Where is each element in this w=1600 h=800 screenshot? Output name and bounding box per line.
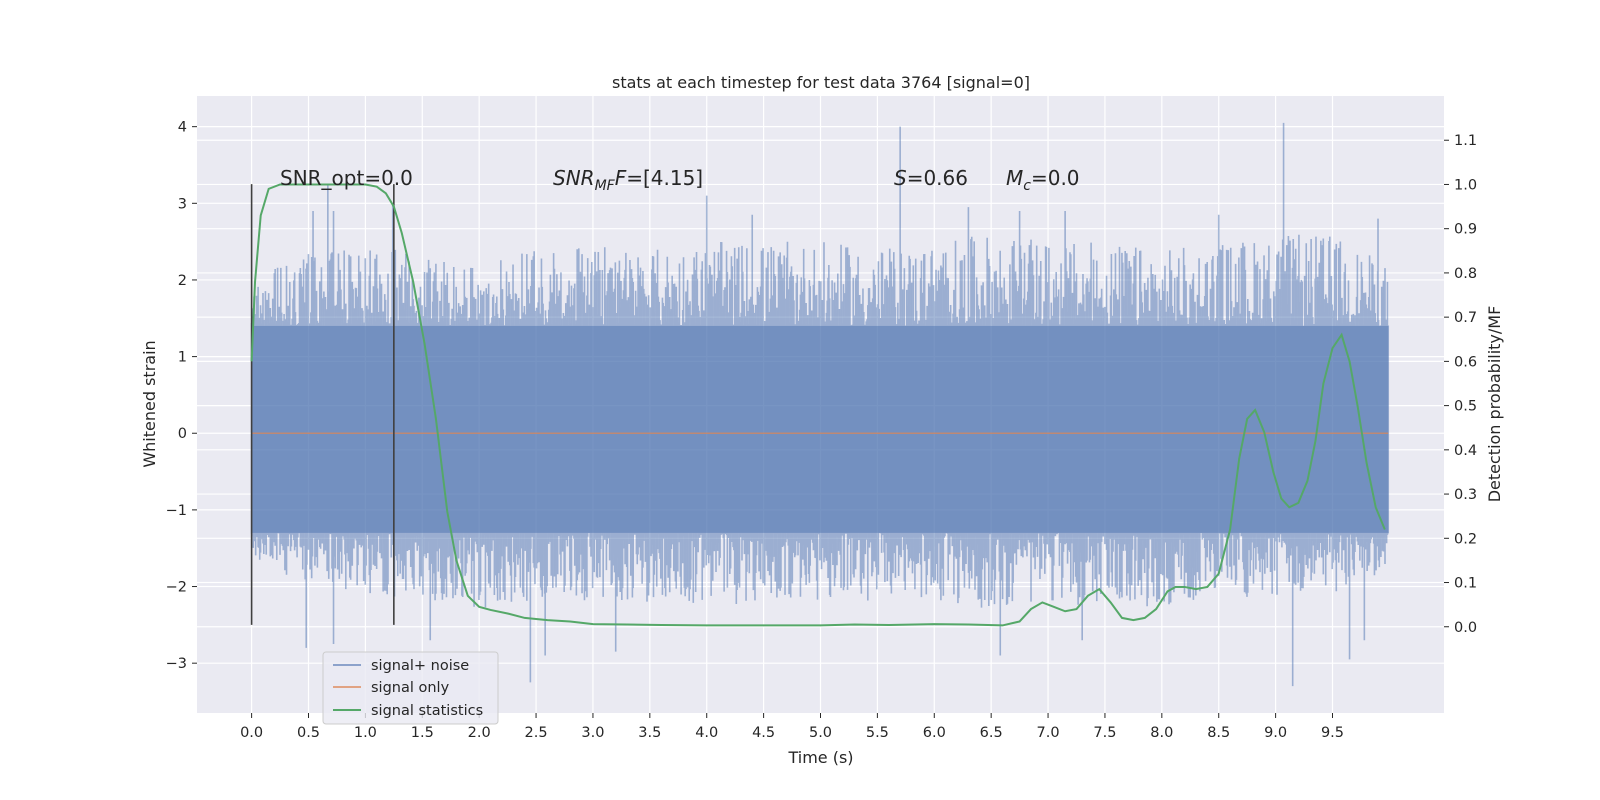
y-right-axis-ticks: 0.0 0.1 0.2 0.3 0.4 0.5 0.6 0.7 0.8 0.9 1.0 1.1 bbox=[1444, 133, 1477, 636]
y-right-tick-label-7: 0.7 bbox=[1454, 310, 1477, 326]
y-right-tick-label-0: 0.0 bbox=[1454, 620, 1477, 636]
y-left-tick-label-0: −3 bbox=[166, 656, 187, 672]
x-axis-ticks: 0.0 0.5 1.0 1.5 2.0 2.5 3.0 3.5 4.0 4.5 5.0 5.5 6.0 6… bbox=[240, 713, 1344, 741]
annotation-mc-value: =0.0 bbox=[1031, 166, 1080, 190]
y-left-tick-label-2: −1 bbox=[166, 503, 187, 519]
x-tick-label-10: 5.0 bbox=[809, 725, 832, 741]
y-right-axis-label: Detection probability/MF bbox=[1485, 306, 1504, 503]
y-right-tick-label-6: 0.6 bbox=[1454, 354, 1477, 370]
annotation-snr-opt-prefix: SNR_opt bbox=[280, 166, 364, 190]
y-right-tick-label-10: 1.0 bbox=[1454, 177, 1477, 193]
signal-statistics-line bbox=[250, 183, 1386, 627]
y-right-tick-label-4: 0.4 bbox=[1454, 443, 1477, 459]
annotation-snr-mf-value: =[4.15] bbox=[626, 166, 703, 190]
x-tick-label-0: 0.0 bbox=[240, 725, 263, 741]
x-tick-label-15: 7.5 bbox=[1093, 725, 1116, 741]
legend-box bbox=[322, 651, 499, 725]
y-left-tick-label-5: 2 bbox=[178, 273, 187, 289]
y-right-tick-label-8: 0.8 bbox=[1454, 266, 1477, 282]
y-right-tick-label-3: 0.3 bbox=[1454, 487, 1477, 503]
y-left-tick-label-6: 3 bbox=[178, 196, 187, 212]
x-tick-label-4: 2.0 bbox=[468, 725, 491, 741]
x-tick-label-1: 0.5 bbox=[297, 725, 320, 741]
x-tick-label-2: 1.0 bbox=[354, 725, 377, 741]
svg-text:SNRMFF=[4.15]: SNRMFF=[4.15] bbox=[553, 166, 703, 194]
x-tick-label-3: 1.5 bbox=[411, 725, 434, 741]
signal-statistics-series bbox=[250, 183, 1386, 627]
y-left-tick-label-1: −2 bbox=[166, 580, 187, 596]
svg-text:Mc=0.0: Mc=0.0 bbox=[1006, 166, 1080, 194]
annotation-s-value: =0.66 bbox=[907, 166, 968, 190]
x-tick-label-12: 6.0 bbox=[923, 725, 946, 741]
y-right-tick-label-2: 0.2 bbox=[1454, 531, 1477, 547]
x-tick-label-11: 5.5 bbox=[866, 725, 889, 741]
legend-label-noise: signal+ noise bbox=[371, 658, 469, 674]
x-tick-label-7: 3.5 bbox=[638, 725, 661, 741]
chart-title: stats at each timestep for test data 376… bbox=[612, 73, 1030, 92]
noise-series bbox=[250, 122, 1390, 687]
annotation-snr-opt: SNR_opt=0.0 bbox=[280, 166, 413, 190]
annotation-snr-mf-f: F bbox=[615, 166, 627, 190]
x-tick-label-8: 4.0 bbox=[695, 725, 718, 741]
y-left-axis-label: Whitened strain bbox=[140, 340, 159, 467]
svg-text:S=0.66: S=0.66 bbox=[894, 166, 968, 190]
y-left-tick-label-4: 1 bbox=[178, 350, 187, 366]
annotation-mc: Mc=0.0 bbox=[1006, 166, 1080, 194]
annotation-snr-mf: SNRMFF=[4.15] bbox=[553, 166, 703, 194]
x-tick-label-18: 9.0 bbox=[1264, 725, 1287, 741]
annotation-s: S=0.66 bbox=[894, 166, 968, 190]
y-right-tick-label-5: 0.5 bbox=[1454, 399, 1477, 415]
svg-text:SNR_opt=0.0: SNR_opt=0.0 bbox=[280, 166, 413, 190]
vertical-markers bbox=[250, 184, 395, 625]
x-tick-label-13: 6.5 bbox=[980, 725, 1003, 741]
x-axis-label: Time (s) bbox=[787, 748, 853, 767]
y-right-tick-label-9: 0.9 bbox=[1454, 222, 1477, 238]
legend: signal+ noise signal only signal statist… bbox=[322, 651, 499, 725]
annotation-s-prefix: S bbox=[894, 166, 907, 190]
x-tick-label-14: 7.0 bbox=[1037, 725, 1060, 741]
x-tick-label-6: 3.0 bbox=[581, 725, 604, 741]
annotation-snr-mf-prefix: SNR bbox=[553, 166, 595, 190]
x-tick-label-16: 8.0 bbox=[1150, 725, 1173, 741]
annotation-mc-prefix: M bbox=[1006, 166, 1023, 190]
annotation-snr-mf-subscript: MF bbox=[595, 178, 616, 194]
legend-label-stats: signal statistics bbox=[371, 703, 483, 719]
y-left-tick-label-3: 0 bbox=[178, 426, 187, 442]
annotation-snr-opt-value: =0.0 bbox=[364, 166, 413, 190]
y-left-axis-ticks: −3 −2 −1 0 1 2 3 4 bbox=[166, 120, 197, 672]
y-right-tick-label-1: 0.1 bbox=[1454, 576, 1477, 592]
y-left-tick-label-7: 4 bbox=[178, 120, 187, 136]
x-tick-label-19: 9.5 bbox=[1321, 725, 1344, 741]
y-right-tick-label-11: 1.1 bbox=[1454, 133, 1477, 149]
annotation-mc-subscript: c bbox=[1023, 178, 1031, 194]
x-tick-label-17: 8.5 bbox=[1207, 725, 1230, 741]
x-tick-label-9: 4.5 bbox=[752, 725, 775, 741]
x-tick-label-5: 2.5 bbox=[525, 725, 548, 741]
legend-label-signal: signal only bbox=[371, 680, 450, 696]
